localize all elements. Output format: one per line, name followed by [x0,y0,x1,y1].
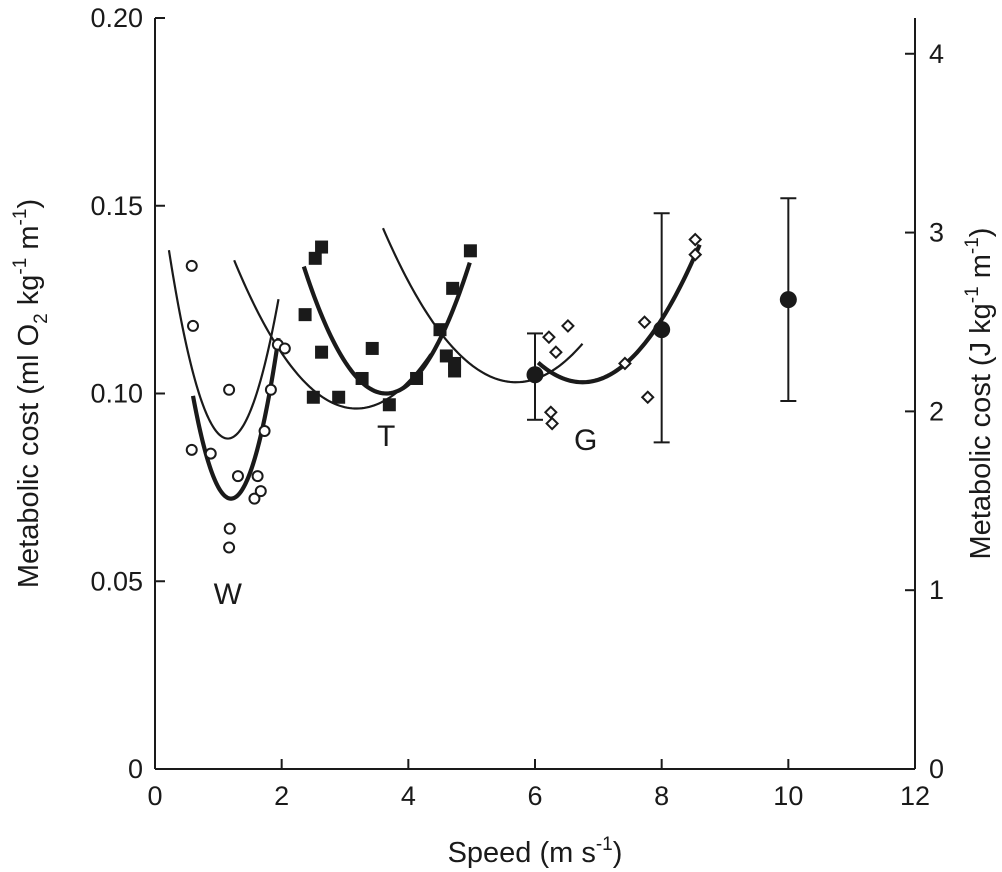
trot-point [355,371,369,385]
fit-curve-thick [190,337,281,501]
walk-point [231,470,244,483]
left-y-tick-label: 0.20 [90,3,143,33]
trot-point [410,371,424,385]
trot-point [448,364,462,378]
gallop-point [688,232,703,247]
left-y-tick-label: 0 [128,754,143,784]
gallop-point [688,247,703,262]
gallop-point [545,416,560,431]
data-points-layer [185,197,797,554]
walk-point [223,541,236,554]
trot-point [306,390,320,404]
trot-point [365,341,379,355]
trot-point [315,345,329,359]
x-tick-label: 10 [773,781,803,811]
walk-point [223,522,236,535]
x-tick-label: 8 [654,781,669,811]
left-y-tick-label: 0.15 [90,191,143,221]
trot-point [308,251,322,265]
fit-curve-thin [381,227,584,384]
x-tick-label: 12 [900,781,930,811]
fit-curve-thin [167,250,280,440]
left-y-axis-title: Metabolic cost (ml O2 kg-1 m-1) [10,199,52,588]
walk-point [223,383,236,396]
walk-point [278,342,291,355]
fit-curve-thick [536,243,702,385]
walk-point [185,259,198,272]
walk-point [187,319,199,332]
gallop-point [561,318,575,333]
right-y-tick-label: 1 [929,575,944,605]
trot-point [446,281,460,295]
gallop-point [548,345,563,360]
gait-label-w: W [214,578,243,611]
x-tick-label: 6 [527,781,542,811]
walk-point [204,447,217,460]
x-axis-title: Speed (m s-1) [448,834,623,869]
mean-point [526,366,544,384]
gallop-point [543,405,558,420]
gallop-point [542,330,556,345]
left-y-tick-label: 0.05 [90,566,143,596]
trot-point [315,240,329,254]
gait-label-g: G [574,424,597,457]
walk-point [254,485,267,498]
gallop-point [637,315,652,330]
walk-point [251,470,264,483]
right-y-axis-title: Metabolic cost (J kg-1 m-1) [962,228,997,560]
right-y-tick-label: 3 [929,218,944,248]
gait-label-t: T [377,420,395,453]
right-y-tick-label: 4 [929,39,944,69]
trot-point [382,398,396,412]
labels-layer: W T G [214,420,598,611]
trot-point [298,308,312,322]
x-tick-label: 4 [401,781,416,811]
gallop-point [618,356,632,371]
left-y-tick-label: 0.10 [90,379,143,409]
walk-point [258,425,271,438]
walk-point [264,383,277,396]
fit-curves-layer [167,227,702,501]
fit-curve-thin [233,259,432,410]
trot-point [463,244,477,258]
right-y-tick-label: 2 [929,396,944,426]
mean-point [653,321,671,339]
trot-point [433,323,447,337]
mean-point [779,291,797,309]
x-tick-label: 2 [274,781,289,811]
walk-point [248,492,261,505]
walk-point [185,443,198,456]
right-y-tick-label: 0 [929,754,944,784]
x-tick-label: 0 [147,781,162,811]
gallop-point [640,390,655,405]
trot-point [332,390,346,404]
